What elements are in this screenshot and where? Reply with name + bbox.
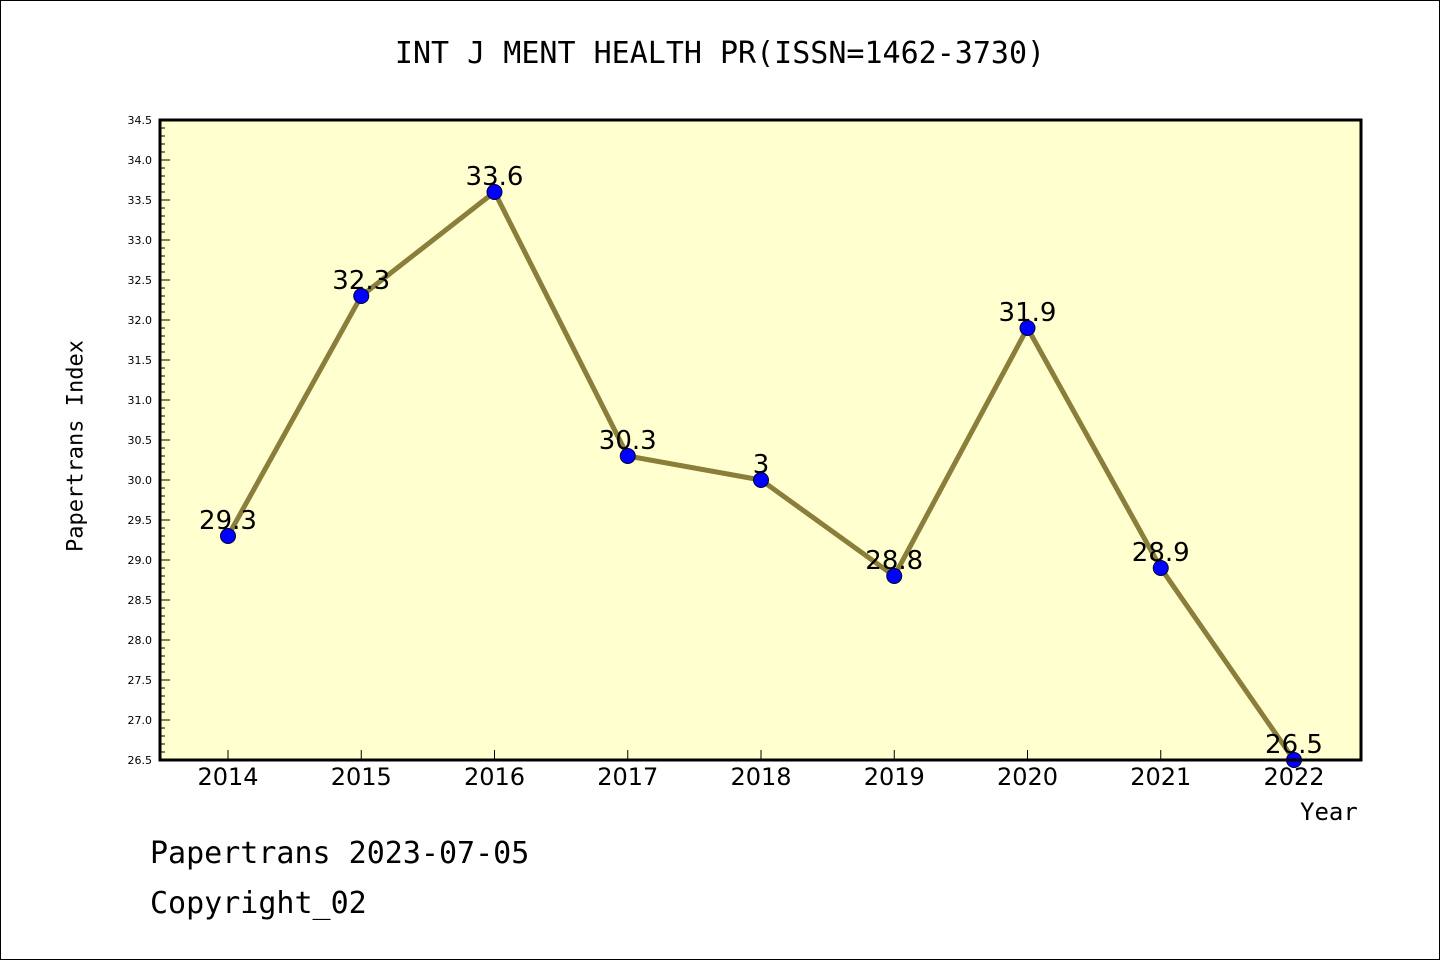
- y-tick-label: 28.0: [128, 634, 153, 647]
- y-tick-label: 28.5: [128, 594, 153, 607]
- data-label: 30.3: [599, 426, 657, 456]
- x-tick-label: 2017: [597, 763, 658, 791]
- y-tick-label: 34.0: [128, 154, 153, 167]
- x-tick-label: 2018: [730, 763, 791, 791]
- x-axis-label: Year: [1300, 798, 1358, 826]
- x-tick-label: 2021: [1130, 763, 1191, 791]
- data-point: [619, 448, 636, 464]
- axis-ticks: 26.5 27.0 27.5 28.0 28.5 29.0 29.5 30.0 30.5 31.0…: [128, 114, 1325, 791]
- y-tick-label: 34.5: [128, 114, 153, 127]
- y-tick-label: 31.5: [128, 354, 153, 367]
- x-tick-label: 2020: [997, 763, 1058, 791]
- y-tick-label: 32.0: [128, 314, 153, 327]
- data-point: [486, 184, 503, 200]
- y-tick-label: 29.0: [128, 554, 153, 567]
- y-tick-label: 31.0: [128, 394, 153, 407]
- series-layer: 29.3 32.3 33.6 30.3 3 28.8 31.9 28.9 26.5: [199, 162, 1323, 768]
- data-label: 32.3: [332, 266, 390, 296]
- data-point: [353, 288, 370, 304]
- y-tick-label: 30.0: [128, 474, 153, 487]
- y-tick-label: 26.5: [128, 754, 153, 767]
- data-point: [1152, 560, 1169, 576]
- footer-date: Papertrans 2023-07-05: [150, 836, 530, 871]
- y-tick-label: 33.0: [128, 234, 153, 247]
- y-tick-label: 33.5: [128, 194, 153, 207]
- footer-copyright: Copyright_02: [150, 886, 367, 921]
- y-tick-label: 30.5: [128, 434, 153, 447]
- data-point: [886, 568, 903, 584]
- y-tick-label: 32.5: [128, 274, 153, 287]
- data-label: 26.5: [1265, 730, 1323, 760]
- data-label: 28.9: [1132, 538, 1190, 568]
- y-tick-label: 27.0: [128, 714, 153, 727]
- y-tick-label: 27.5: [128, 674, 153, 687]
- data-label: 29.3: [199, 506, 257, 536]
- plot-border: [158, 118, 1363, 762]
- data-label: 3: [753, 450, 770, 480]
- x-tick-label: 2014: [197, 763, 258, 791]
- data-label: 33.6: [466, 162, 524, 192]
- data-point: [220, 528, 236, 544]
- x-tick-label: 2015: [331, 763, 392, 791]
- y-tick-label: 29.5: [128, 514, 153, 527]
- x-tick-label: 2019: [864, 763, 925, 791]
- x-tick-label: 2016: [464, 763, 525, 791]
- plot-area: [160, 120, 1361, 760]
- data-label: 28.8: [865, 546, 923, 576]
- data-label: 31.9: [999, 298, 1057, 328]
- data-point: [1019, 320, 1036, 336]
- chart-title: INT J MENT HEALTH PR(ISSN=1462-3730): [394, 36, 1046, 71]
- data-point: [753, 472, 769, 488]
